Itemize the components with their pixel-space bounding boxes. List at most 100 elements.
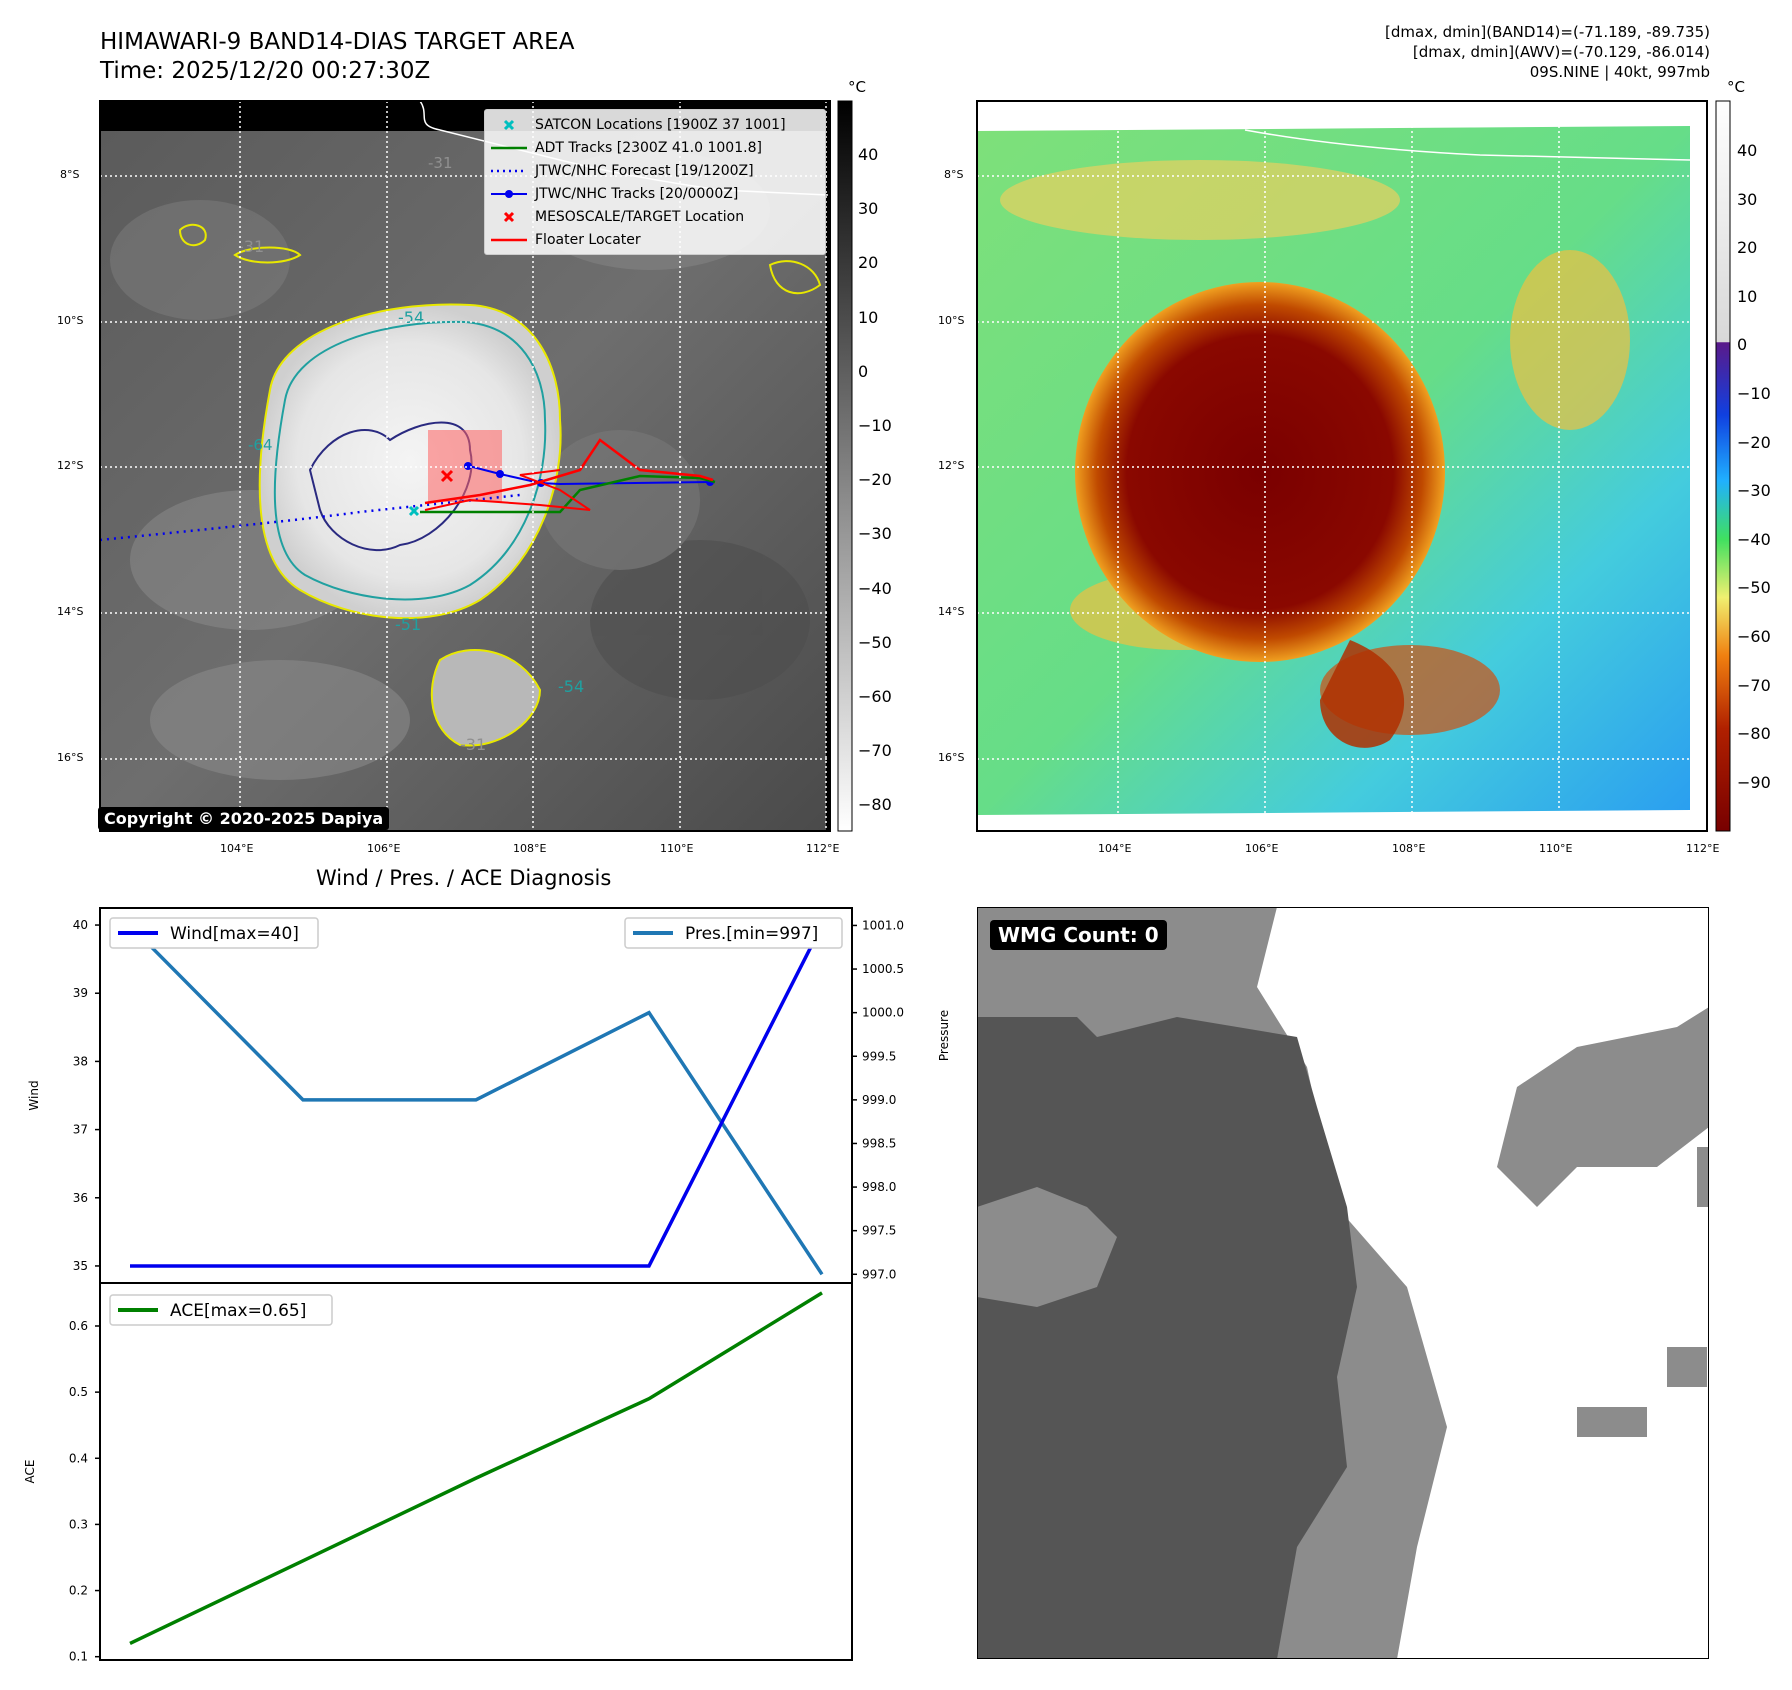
ace-legend-box: [109, 1294, 333, 1326]
colorbar-tick-label: −50: [858, 632, 892, 652]
colorbar-tick-label: −10: [1737, 384, 1771, 403]
colorbar-tick-label: −60: [1737, 627, 1771, 646]
colorbar-tick-label: −90: [1737, 772, 1771, 792]
lon-label: 108°E: [513, 842, 547, 855]
lat-label: 10°S: [57, 314, 84, 327]
wind-legend-box: [109, 917, 319, 949]
pressure-legend-box: [624, 917, 843, 949]
info-line-storm: 09S.NINE | 40kt, 997mb: [1529, 63, 1710, 81]
lat-label: 12°S: [57, 459, 84, 472]
legend-item-forecast: JTWC/NHC Forecast [19/1200Z]: [485, 159, 825, 182]
wind-tick-label: 39: [73, 986, 88, 1000]
lat-label: 14°S: [57, 605, 84, 618]
wind-tick-label: 35: [73, 1259, 88, 1273]
floater-track: [424, 438, 714, 505]
wind-legend-label: Wind[max=40]: [170, 924, 299, 944]
ace-legend-label: ACE[max=0.65]: [170, 1301, 306, 1321]
colorbar-tick-label: −20: [1737, 432, 1771, 452]
info-line-awv: [dmax, dmin](AWV)=(-70.129, -86.014): [1412, 43, 1710, 61]
ace-tick-label: 0.4: [69, 1451, 88, 1465]
colorbar-tick-label: −50: [1737, 578, 1771, 598]
lon-label: 110°E: [660, 842, 694, 855]
contour-label: -54: [558, 677, 584, 696]
figure-title: HIMAWARI-9 BAND14-DIAS TARGET AREA: [100, 29, 575, 55]
ace-tick-label: 0.6: [69, 1319, 88, 1333]
colorbar-tick-label: −60: [858, 687, 892, 706]
wmg-panel: [977, 907, 1709, 1659]
figure-time: Time: 2025/12/20 00:27:30Z: [100, 58, 431, 84]
colorbar-tick-label: −30: [1737, 481, 1771, 501]
wmg-region-patch: [1497, 1007, 1709, 1207]
pressure-legend-label: Pres.[min=997]: [685, 924, 818, 944]
pressure-tick-label: 999.5: [862, 1049, 896, 1063]
ace-tick-label: 0.5: [69, 1385, 88, 1399]
pressure-tick-label: 1000.5: [862, 962, 904, 976]
lon-label: 110°E: [1539, 842, 1573, 855]
colorbar-tick-label: 40: [1737, 141, 1758, 160]
pressure-tick-label: 997.0: [862, 1267, 896, 1281]
colorbar-tick-label: −10: [858, 416, 892, 435]
colorbar-tick-label: −20: [858, 470, 892, 490]
cold-cloud-shield: [258, 303, 562, 620]
line-icon: [491, 238, 527, 241]
lon-label: 106°E: [1245, 842, 1279, 855]
lon-label: 104°E: [1098, 842, 1132, 855]
pressure-tick-label: 1000.0: [862, 1006, 904, 1020]
copyright-label: Copyright © 2020-2025 Dapiya: [98, 807, 390, 830]
colorbar-tick-label: −30: [858, 524, 892, 544]
colorbar-tick-label: 10: [1737, 286, 1758, 306]
colorbar-tick-label: −80: [858, 795, 892, 815]
x-marker-icon: [503, 211, 515, 222]
diagnosis-chart: 40 39 38 37 36 35 1001.0 1000.5 1000.0 999.5 999.0…: [23, 907, 951, 1664]
lat-label: 16°S: [57, 751, 84, 764]
colorbar-tick-label: 30: [1737, 189, 1758, 209]
colorbar-tick-label: −70: [858, 741, 892, 761]
ace-tick-label: 0.1: [69, 1650, 88, 1664]
info-block: [dmax, dmin](BAND14)=(-71.189, -89.735) …: [1385, 22, 1710, 82]
colorbar-tick-label: 20: [858, 253, 879, 273]
lon-label: 104°E: [220, 842, 254, 855]
wmg-count-badge: WMG Count: 0: [990, 920, 1167, 950]
wind-tick-label: 38: [73, 1054, 88, 1068]
colorbar-tick-label: 20: [1737, 238, 1758, 258]
adt-track: [420, 474, 716, 514]
pressure-tick-label: 998.5: [862, 1136, 896, 1150]
target-location-marker: [440, 469, 454, 483]
pressure-tick-label: 1001.0: [862, 918, 904, 932]
pressure-tick-label: 998.0: [862, 1180, 896, 1194]
lat-label: 8°S: [944, 168, 964, 181]
awv-moisture-bands: [1000, 160, 1630, 735]
map-frame: [99, 100, 831, 832]
band14-map-panel: -31 -54 -51 -54 -31 -64 -31: [99, 100, 1731, 832]
colorbar-tick-label: 0: [858, 361, 869, 381]
wind-axis-label: Wind: [27, 1080, 41, 1110]
contour-label: -64: [248, 436, 273, 454]
lon-label: 108°E: [1392, 842, 1426, 855]
wind-tick-label: 36: [73, 1191, 88, 1205]
wind-tick-label: 40: [73, 918, 88, 932]
lat-label: 10°S: [938, 314, 965, 327]
contour-label: -31: [238, 237, 264, 256]
awv-storm-core: [1075, 282, 1445, 662]
colorbar-tick-label: −40: [1737, 529, 1771, 549]
lon-label: 112°E: [1686, 842, 1720, 855]
dotted-line-icon: [491, 169, 527, 172]
pressure-tick-label: 997.5: [862, 1224, 896, 1238]
ace-axis-label: ACE: [23, 1460, 37, 1484]
ace-tick-label: 0.2: [69, 1584, 88, 1598]
line-icon: [491, 146, 527, 149]
ace-line: [129, 1291, 823, 1646]
legend-item-adt: ADT Tracks [2300Z 41.0 1001.8]: [485, 136, 825, 159]
satcon-marker: [408, 505, 420, 517]
awv-coastline: [1244, 129, 1691, 161]
lat-label: 16°S: [938, 751, 965, 764]
wind-line: [130, 924, 824, 1268]
wind-tick-label: 37: [73, 1123, 88, 1137]
contour-label: -31: [460, 735, 486, 754]
colorbar-tick-label: 40: [858, 145, 879, 164]
wind-plot-frame: [99, 907, 853, 1284]
colorbar-tick-label: −40: [858, 578, 892, 598]
chart-title: Wind / Pres. / ACE Diagnosis: [316, 866, 612, 890]
contour-label: -31: [428, 154, 453, 172]
map-legend: SATCON Locations [1900Z 37 1001] ADT Tra…: [484, 109, 826, 255]
